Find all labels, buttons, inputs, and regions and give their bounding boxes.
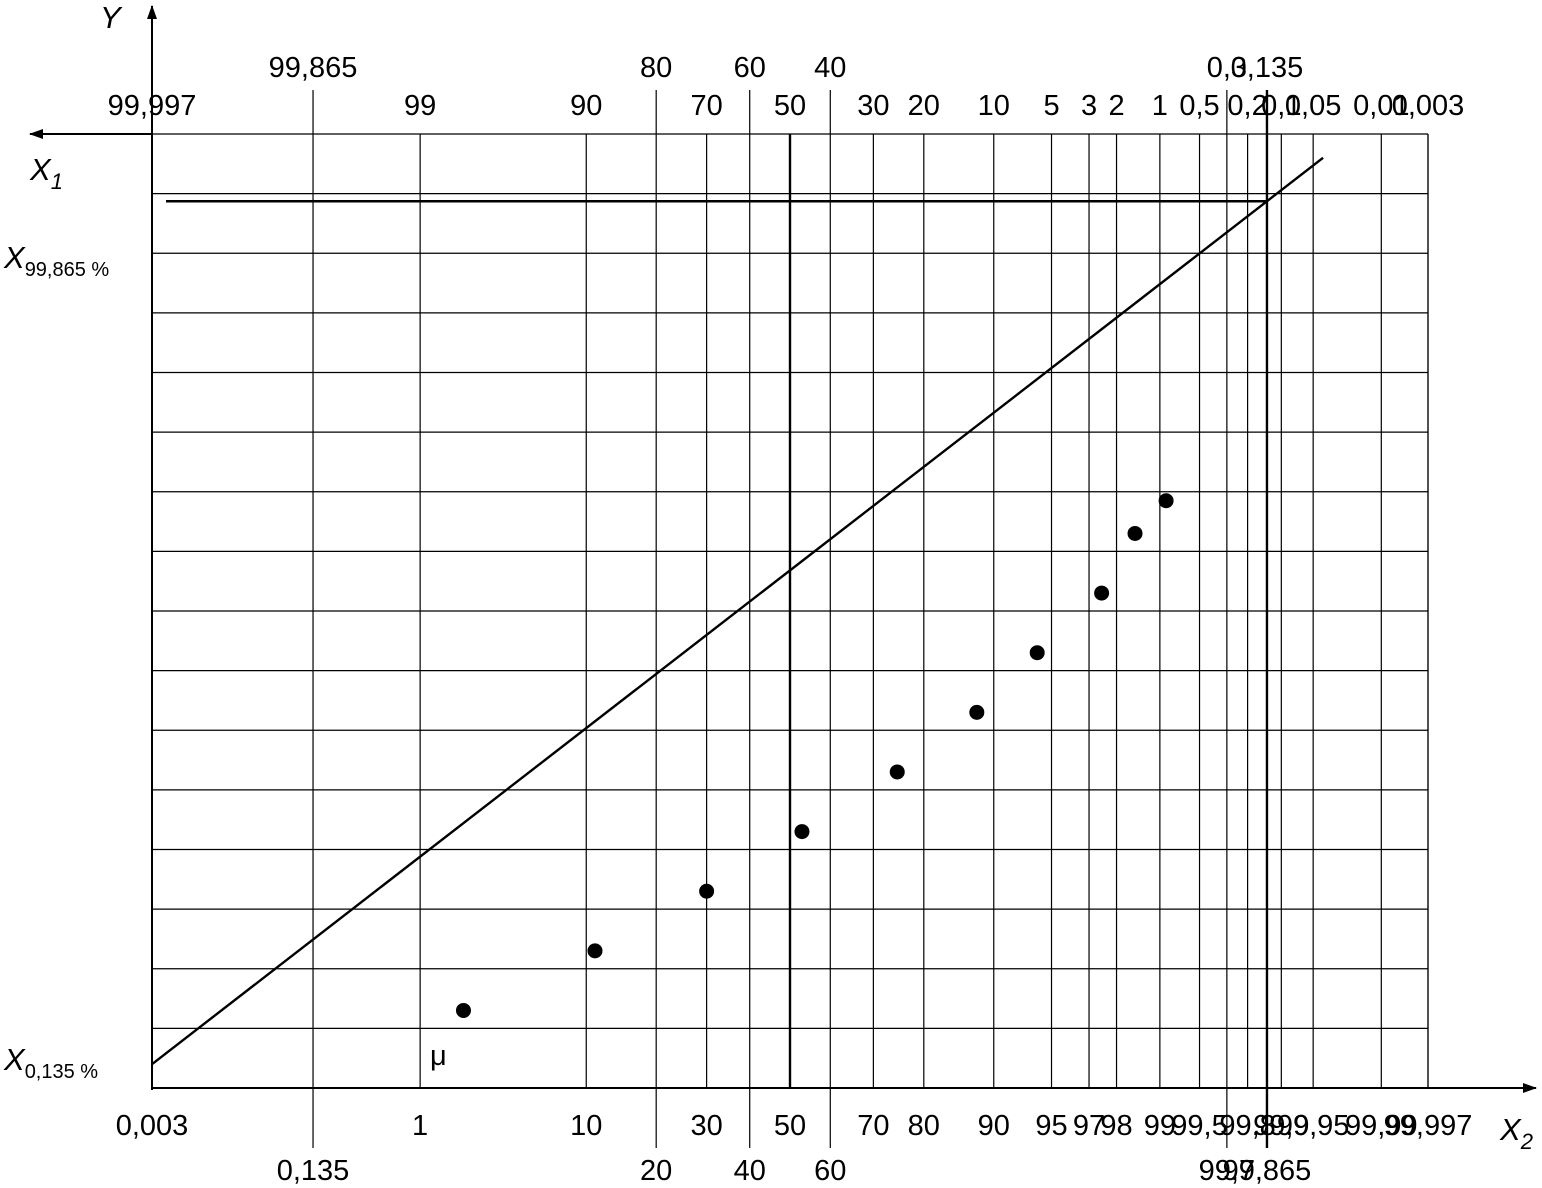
x1-tick-label: 0,05 bbox=[1285, 90, 1341, 122]
x-lower-label: X0,135 % bbox=[3, 1042, 98, 1083]
fit-line-group bbox=[151, 156, 1324, 1066]
x2-axis-label-main: X bbox=[1499, 1112, 1522, 1147]
x-upper-label-sub: 99,865 % bbox=[25, 259, 110, 281]
data-point bbox=[455, 1002, 471, 1018]
x1-tick-label: 1 bbox=[1152, 90, 1168, 122]
x1-tick-label-secondary: 0,135 bbox=[1231, 52, 1304, 84]
x1-tick-label: 3 bbox=[1081, 90, 1097, 122]
x2-tick-label: 10 bbox=[570, 1110, 602, 1142]
x1-tick-label: 70 bbox=[690, 90, 722, 122]
x1-axis-label: X1 bbox=[29, 152, 63, 194]
x1-tick-label: 20 bbox=[908, 90, 940, 122]
x-lower-label-sub: 0,135 % bbox=[25, 1061, 99, 1083]
x1-tick-label: 0,1 bbox=[1261, 90, 1301, 122]
x2-tick-label-secondary: 99,7 bbox=[1199, 1155, 1255, 1187]
x2-axis-label-sub: 2 bbox=[1520, 1129, 1533, 1154]
x2-tick-label: 95 bbox=[1035, 1110, 1067, 1142]
x2-tick-label: 99,9 bbox=[1253, 1110, 1309, 1142]
x2-tick-label: 30 bbox=[690, 1110, 722, 1142]
x1-tick-label-secondary: 40 bbox=[814, 52, 846, 84]
x2-tick-label-secondary: 99,865 bbox=[1223, 1155, 1312, 1187]
axis-titles: Y X1 X2 X99,865 % X0,135 % μ bbox=[3, 0, 1533, 1154]
x2-axis-label: X2 bbox=[1499, 1112, 1533, 1154]
x1-tick-label-secondary: 60 bbox=[734, 52, 766, 84]
x1-tick-label: 50 bbox=[774, 90, 806, 122]
x1-tick-label: 0,003 bbox=[1392, 90, 1465, 122]
x1-tick-label: 2 bbox=[1108, 90, 1124, 122]
x1-axis-label-main: X bbox=[29, 152, 52, 187]
x2-tick-label: 1 bbox=[412, 1110, 428, 1142]
x-upper-label: X99,865 % bbox=[3, 240, 109, 281]
x1-tick-label: 30 bbox=[857, 90, 889, 122]
data-point bbox=[1094, 585, 1110, 601]
x2-tick-label: 70 bbox=[857, 1110, 889, 1142]
x2-tick-label: 99,997 bbox=[1384, 1110, 1473, 1142]
x2-tick-label: 99,99 bbox=[1345, 1110, 1418, 1142]
x2-tick-label: 99,5 bbox=[1171, 1110, 1227, 1142]
x-lower-label-main: X bbox=[3, 1042, 26, 1077]
x1-tick-label: 90 bbox=[570, 90, 602, 122]
x1-tick-label-secondary: 0,3 bbox=[1207, 52, 1247, 84]
fit-line bbox=[151, 156, 1324, 1066]
y-axis-label: Y bbox=[100, 0, 123, 35]
x2-tick-label: 80 bbox=[908, 1110, 940, 1142]
x2-tick-label: 90 bbox=[978, 1110, 1010, 1142]
x2-tick-label-secondary: 40 bbox=[734, 1155, 766, 1187]
x1-tick-label: 0,2 bbox=[1227, 90, 1267, 122]
x1-tick-label: 10 bbox=[978, 90, 1010, 122]
x2-tick-label: 99,95 bbox=[1277, 1110, 1350, 1142]
data-points bbox=[455, 493, 1174, 1018]
mu-label: μ bbox=[430, 1040, 447, 1072]
x2-tick-label-secondary: 20 bbox=[640, 1155, 672, 1187]
x2-tick-label-secondary: 0,135 bbox=[277, 1155, 350, 1187]
data-point bbox=[794, 824, 810, 840]
x1-axis-label-sub: 1 bbox=[51, 169, 63, 194]
x2-tick-label: 0,003 bbox=[116, 1110, 189, 1142]
x1-tick-label-secondary: 80 bbox=[640, 52, 672, 84]
data-point bbox=[1029, 645, 1045, 661]
x1-tick-label: 99,997 bbox=[108, 90, 197, 122]
x2-tick-label: 97 bbox=[1073, 1110, 1105, 1142]
x2-tick-label: 50 bbox=[774, 1110, 806, 1142]
data-point bbox=[699, 883, 715, 899]
x1-tick-label: 5 bbox=[1043, 90, 1059, 122]
reference-lines bbox=[166, 90, 1269, 1148]
x-upper-label-main: X bbox=[3, 240, 26, 275]
data-point bbox=[587, 943, 603, 959]
data-point bbox=[1158, 493, 1174, 509]
x1-tick-label: 99 bbox=[404, 90, 436, 122]
data-point bbox=[889, 764, 905, 780]
x2-tick-label: 99 bbox=[1144, 1110, 1176, 1142]
data-point bbox=[1127, 525, 1143, 541]
x2-tick-label: 99,8 bbox=[1219, 1110, 1275, 1142]
x1-tick-label-secondary: 99,865 bbox=[269, 52, 358, 84]
x1-tick-label: 0,01 bbox=[1353, 90, 1409, 122]
plot-axes bbox=[29, 5, 1537, 1093]
data-point bbox=[969, 704, 985, 720]
x2-tick-label-secondary: 60 bbox=[814, 1155, 846, 1187]
x2-tick-label: 98 bbox=[1100, 1110, 1132, 1142]
x1-tick-label: 0,5 bbox=[1179, 90, 1219, 122]
